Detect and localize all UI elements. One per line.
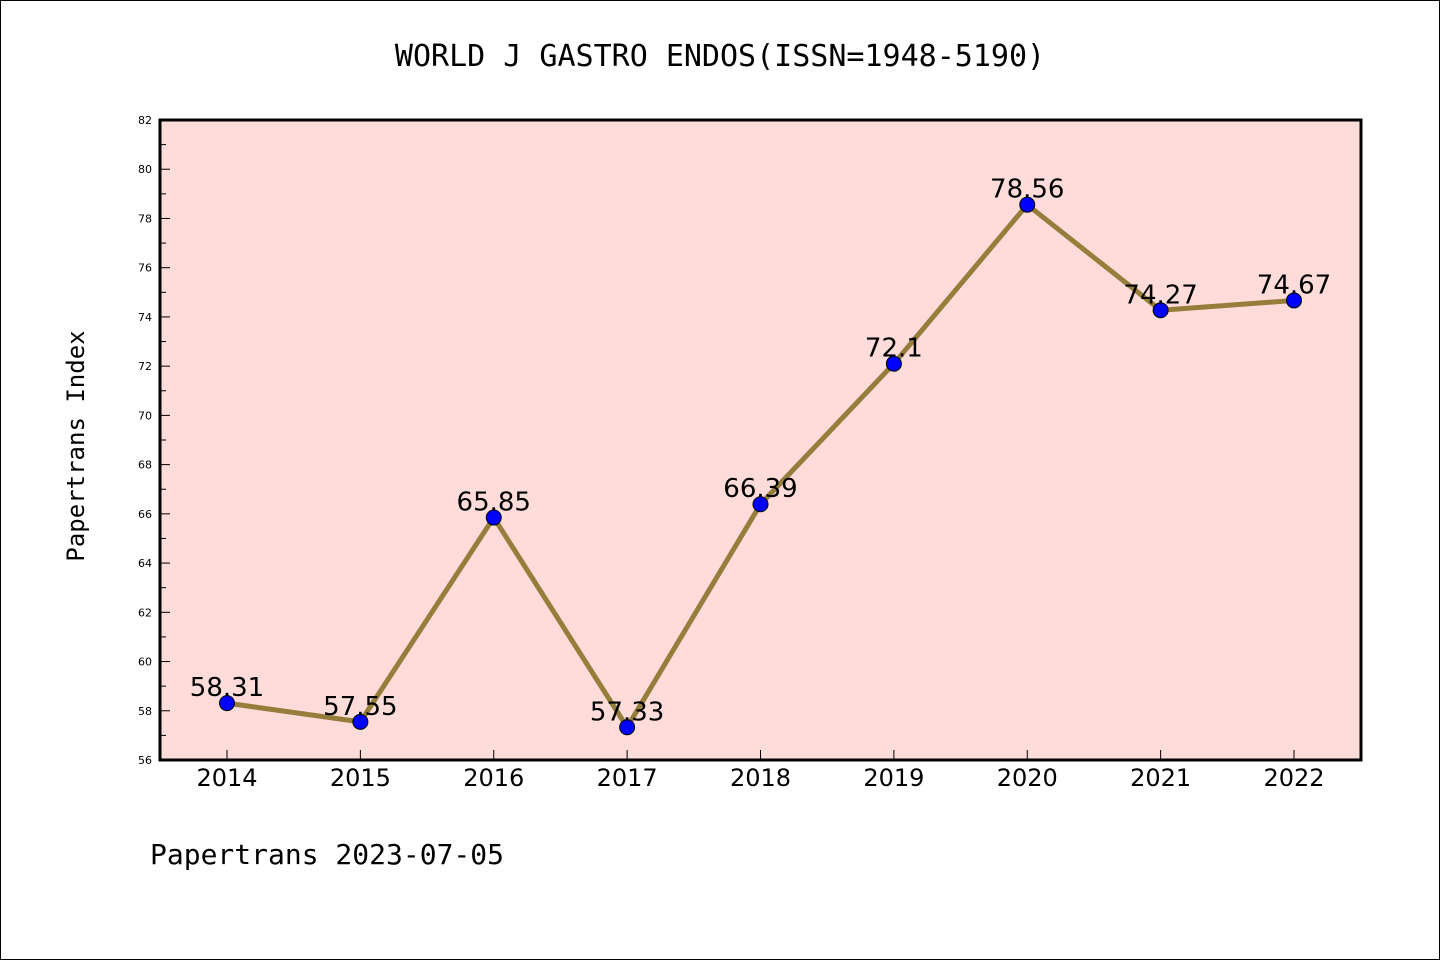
data-label: 57.33 bbox=[590, 697, 664, 727]
data-point bbox=[885, 355, 902, 372]
plot-area bbox=[160, 120, 1361, 760]
y-tick-label: 82 bbox=[138, 114, 152, 127]
y-tick-label: 74 bbox=[138, 311, 152, 324]
series-layer bbox=[219, 196, 1302, 736]
data-point bbox=[1019, 196, 1036, 213]
y-tick-label: 68 bbox=[138, 459, 152, 472]
axis-ticks: 56 58 60 62 64 66 68 70 72 74 76 78 80 82 2014 2015 2016… bbox=[138, 114, 1325, 792]
y-tick-label: 76 bbox=[138, 262, 152, 275]
plot-border bbox=[158, 118, 1363, 762]
x-tick-label: 2019 bbox=[863, 764, 924, 792]
data-label: 65.85 bbox=[457, 488, 531, 518]
data-point bbox=[352, 713, 369, 730]
data-label: 78.56 bbox=[990, 175, 1064, 205]
data-labels-layer: 58.31 57.55 65.85 57.33 66.39 72.1 78.56 74.27 7… bbox=[190, 175, 1331, 728]
x-tick-label: 2020 bbox=[997, 764, 1058, 792]
y-tick-label: 66 bbox=[138, 508, 152, 521]
data-point bbox=[1286, 292, 1302, 309]
x-tick-label: 2018 bbox=[730, 764, 791, 792]
y-tick-label: 64 bbox=[138, 557, 152, 570]
data-label: 57.55 bbox=[323, 692, 397, 722]
data-label: 74.27 bbox=[1123, 280, 1197, 310]
data-point bbox=[1152, 302, 1169, 319]
x-tick-label: 2021 bbox=[1130, 764, 1191, 792]
footer-text: Papertrans 2023-07-05 bbox=[150, 838, 504, 871]
y-tick-label: 62 bbox=[138, 606, 152, 619]
y-axis-label: Papertrans Index bbox=[62, 330, 90, 561]
data-label: 74.67 bbox=[1257, 270, 1331, 300]
y-tick-label: 80 bbox=[138, 163, 152, 176]
x-tick-label: 2022 bbox=[1263, 764, 1324, 792]
y-tick-label: 70 bbox=[138, 409, 152, 422]
data-label: 66.39 bbox=[723, 474, 797, 504]
x-tick-label: 2017 bbox=[597, 764, 658, 792]
x-tick-label: 2015 bbox=[330, 764, 391, 792]
chart-title: WORLD J GASTRO ENDOS(ISSN=1948-5190) bbox=[395, 39, 1045, 74]
data-point bbox=[219, 695, 235, 712]
y-tick-label: 56 bbox=[138, 754, 152, 767]
data-point bbox=[752, 496, 769, 513]
x-tick-label: 2016 bbox=[463, 764, 524, 792]
y-tick-label: 58 bbox=[138, 705, 152, 718]
y-tick-label: 78 bbox=[138, 212, 152, 225]
x-tick-label: 2014 bbox=[196, 764, 257, 792]
y-tick-label: 60 bbox=[138, 656, 152, 669]
data-label: 58.31 bbox=[190, 673, 264, 703]
data-point bbox=[485, 509, 502, 526]
data-point bbox=[619, 719, 636, 736]
data-label: 72.1 bbox=[865, 334, 923, 364]
y-tick-label: 72 bbox=[138, 360, 152, 373]
